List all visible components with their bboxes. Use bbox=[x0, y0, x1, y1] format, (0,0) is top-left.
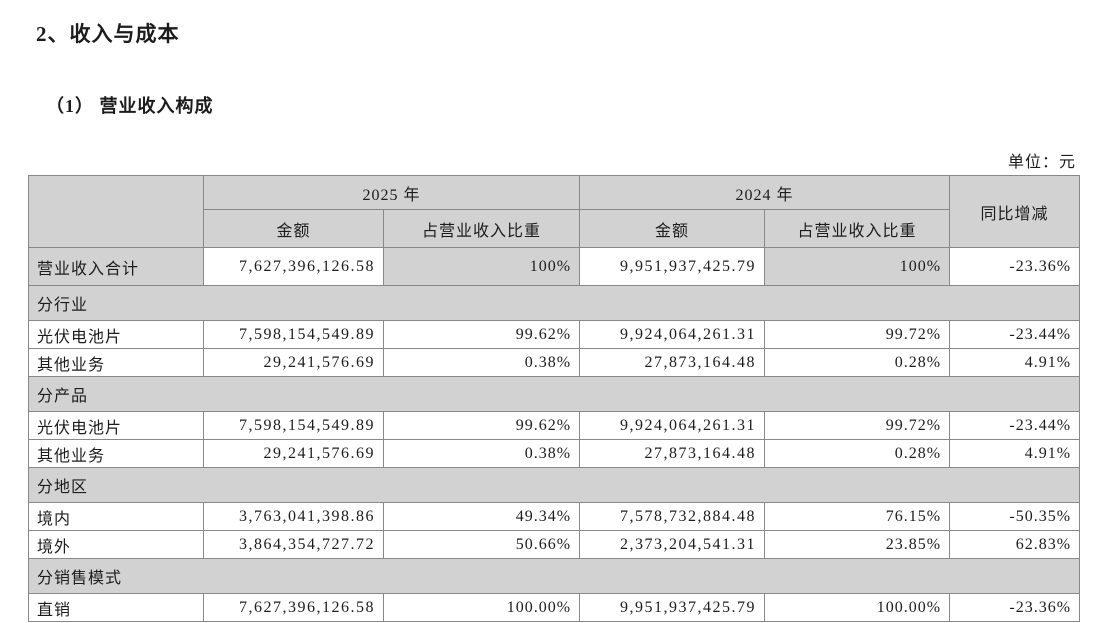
header-amount-2025: 金额 bbox=[203, 209, 384, 248]
section-row-by-industry: 分行业 bbox=[27, 285, 1081, 321]
yoy-change: -50.35% bbox=[949, 502, 1081, 531]
section-label: 分产品 bbox=[27, 376, 1081, 412]
amount-2024: 9,951,937,425.79 bbox=[579, 247, 766, 286]
pct-2024: 23.85% bbox=[764, 530, 951, 559]
pct-2024: 76.15% bbox=[764, 502, 951, 531]
section-label: 分销售模式 bbox=[27, 558, 1081, 594]
row-label: 其他业务 bbox=[28, 439, 204, 468]
pct-2025: 99.62% bbox=[382, 411, 581, 440]
pct-2025: 0.38% bbox=[382, 439, 581, 468]
header-pct-2025: 占营业收入比重 bbox=[382, 209, 581, 248]
table-row: 境内 3,763,041,398.86 49.34% 7,578,732,884… bbox=[28, 502, 1081, 531]
amount-2025: 29,241,576.69 bbox=[203, 348, 384, 377]
subsection-title: （1） 营业收入构成 bbox=[46, 96, 214, 116]
section-row-by-product: 分产品 bbox=[27, 376, 1081, 412]
pct-2025: 49.34% bbox=[382, 502, 581, 531]
amount-2025: 7,598,154,549.89 bbox=[203, 320, 384, 349]
pct-2024: 99.72% bbox=[764, 411, 951, 440]
amount-2024: 9,924,064,261.31 bbox=[579, 411, 766, 440]
amount-2025: 3,763,041,398.86 bbox=[203, 502, 384, 531]
table-row: 境外 3,864,354,727.72 50.66% 2,373,204,541… bbox=[28, 530, 1081, 559]
table-row: 其他业务 29,241,576.69 0.38% 27,873,164.48 0… bbox=[28, 439, 1081, 468]
revenue-composition-table: 2025 年 2024 年 同比增减 金额 占营业收入比重 金额 占营业收入比重… bbox=[27, 175, 1081, 622]
amount-2024: 27,873,164.48 bbox=[579, 439, 766, 468]
amount-2025: 7,627,396,126.58 bbox=[203, 593, 384, 622]
pct-2025: 99.62% bbox=[382, 320, 581, 349]
amount-2024: 9,951,937,425.79 bbox=[579, 593, 766, 622]
header-yoy-change: 同比增减 bbox=[949, 175, 1081, 248]
pct-2024: 99.72% bbox=[764, 320, 951, 349]
section-label: 分地区 bbox=[27, 467, 1081, 503]
amount-2024: 2,373,204,541.31 bbox=[579, 530, 766, 559]
table-row: 光伏电池片 7,598,154,549.89 99.62% 9,924,064,… bbox=[28, 320, 1081, 349]
yoy-change: 62.83% bbox=[949, 530, 1081, 559]
row-label: 光伏电池片 bbox=[28, 320, 204, 349]
header-amount-2024: 金额 bbox=[579, 209, 766, 248]
pct-2024: 100.00% bbox=[764, 593, 951, 622]
amount-2024: 7,578,732,884.48 bbox=[579, 502, 766, 531]
pct-2024: 100% bbox=[764, 247, 951, 286]
row-label: 境外 bbox=[28, 530, 204, 559]
section-label: 分行业 bbox=[27, 285, 1081, 321]
amount-2024: 9,924,064,261.31 bbox=[579, 320, 766, 349]
section-title: 2、收入与成本 bbox=[36, 22, 180, 46]
header-row-years: 2025 年 2024 年 同比增减 bbox=[28, 175, 1081, 248]
yoy-change: -23.44% bbox=[949, 320, 1081, 349]
section-row-by-region: 分地区 bbox=[27, 467, 1081, 503]
row-label: 其他业务 bbox=[28, 348, 204, 377]
yoy-change: -23.44% bbox=[949, 411, 1081, 440]
header-pct-2024: 占营业收入比重 bbox=[764, 209, 951, 248]
pct-2024: 0.28% bbox=[764, 348, 951, 377]
row-label: 光伏电池片 bbox=[28, 411, 204, 440]
amount-2025: 29,241,576.69 bbox=[203, 439, 384, 468]
yoy-change: -23.36% bbox=[949, 593, 1081, 622]
unit-label: 单位：元 bbox=[1007, 154, 1076, 171]
row-label: 营业收入合计 bbox=[28, 247, 204, 286]
header-year-2025: 2025 年 bbox=[202, 175, 581, 210]
pct-2024: 0.28% bbox=[764, 439, 951, 468]
yoy-change: 4.91% bbox=[949, 439, 1081, 468]
pct-2025: 0.38% bbox=[382, 348, 581, 377]
yoy-change: -23.36% bbox=[949, 247, 1081, 286]
amount-2024: 27,873,164.48 bbox=[579, 348, 766, 377]
table-row: 直销 7,627,396,126.58 100.00% 9,951,937,42… bbox=[28, 593, 1081, 622]
header-blank-cell bbox=[28, 175, 204, 248]
header-row-measures: 金额 占营业收入比重 金额 占营业收入比重 bbox=[29, 209, 1080, 248]
row-label: 直销 bbox=[28, 593, 204, 622]
table-row: 光伏电池片 7,598,154,549.89 99.62% 9,924,064,… bbox=[28, 411, 1081, 440]
pct-2025: 100.00% bbox=[382, 593, 581, 622]
header-year-2024: 2024 年 bbox=[579, 175, 951, 210]
yoy-change: 4.91% bbox=[949, 348, 1081, 377]
row-label: 境内 bbox=[28, 502, 204, 531]
amount-2025: 7,598,154,549.89 bbox=[203, 411, 384, 440]
table-row: 其他业务 29,241,576.69 0.38% 27,873,164.48 0… bbox=[28, 348, 1081, 377]
amount-2025: 3,864,354,727.72 bbox=[203, 530, 384, 559]
table-row-total: 营业收入合计 7,627,396,126.58 100% 9,951,937,4… bbox=[28, 247, 1081, 286]
pct-2025: 50.66% bbox=[382, 530, 581, 559]
pct-2025: 100% bbox=[382, 247, 581, 286]
section-row-by-sales-model: 分销售模式 bbox=[27, 558, 1081, 594]
amount-2025: 7,627,396,126.58 bbox=[203, 247, 384, 286]
